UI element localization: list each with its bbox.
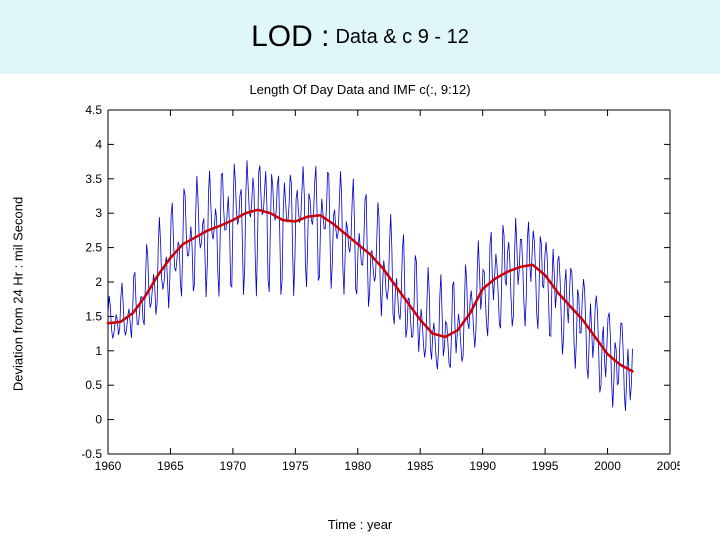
x-tick-label: 2005	[657, 459, 680, 473]
x-tick-label: 1975	[282, 459, 309, 473]
title-main: LOD :	[251, 20, 329, 54]
x-tick-label: 1965	[157, 459, 184, 473]
x-axis-label: Time : year	[0, 517, 720, 532]
y-tick-label: 3	[95, 206, 102, 220]
y-tick-label: 3.5	[85, 172, 102, 186]
y-tick-label: 1.5	[85, 309, 102, 323]
chart-title: Length Of Day Data and IMF c(:, 9:12)	[0, 82, 720, 97]
y-tick-label: 0	[95, 413, 102, 427]
title-sub: Data & c 9 - 12	[335, 26, 468, 49]
title-bar: LOD : Data & c 9 - 12	[0, 0, 720, 74]
x-tick-label: 1960	[95, 459, 122, 473]
x-tick-label: 1970	[220, 459, 247, 473]
chart-area: Length Of Day Data and IMF c(:, 9:12) De…	[0, 74, 720, 540]
x-tick-label: 1995	[532, 459, 559, 473]
x-tick-label: 1985	[407, 459, 434, 473]
y-tick-label: 2.5	[85, 241, 102, 255]
chart-plot: -0.500.511.522.533.544.51960196519701975…	[70, 104, 680, 484]
x-tick-label: 1980	[344, 459, 371, 473]
x-tick-label: 1990	[469, 459, 496, 473]
y-tick-label: 4.5	[85, 104, 102, 117]
y-tick-label: 2	[95, 275, 102, 289]
y-tick-label: 1	[95, 344, 102, 358]
y-tick-label: 4	[95, 137, 102, 151]
x-tick-label: 2000	[594, 459, 621, 473]
y-axis-label: Deviation from 24 Hr : mil Second	[11, 197, 26, 391]
y-tick-label: 0.5	[85, 378, 102, 392]
page-root: { "header": { "background_color": "#e0f7…	[0, 0, 720, 540]
